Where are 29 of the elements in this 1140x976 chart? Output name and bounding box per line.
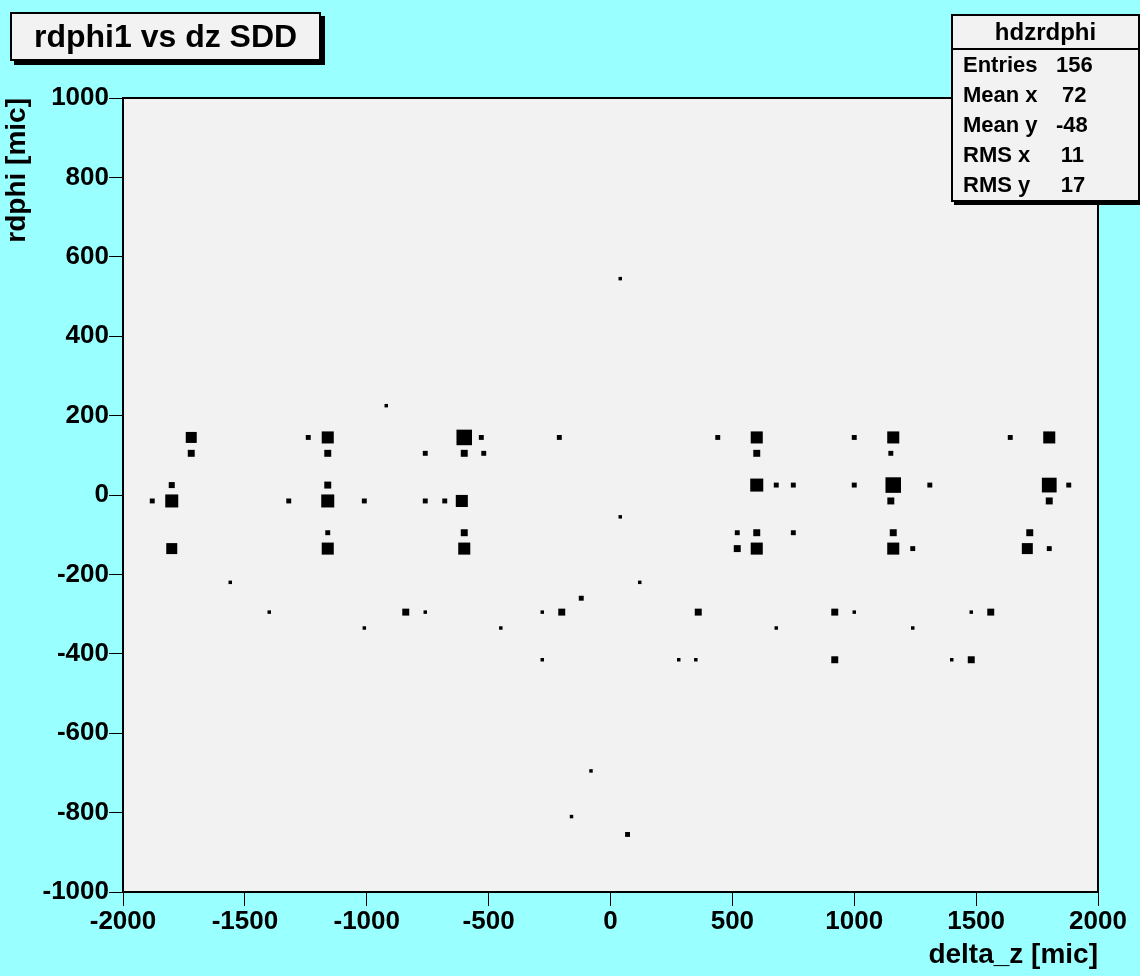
annotation: Mean x 72	[962, 81, 1088, 109]
x-tick-label: 2000	[1069, 904, 1127, 935]
y-tick-label: -600	[56, 716, 109, 747]
y-tick-label: 200	[65, 398, 109, 429]
y-axis-title: rdphi [mic]	[0, 98, 31, 243]
x-tick-label: -1500	[211, 904, 279, 935]
x-tick-label: 500	[710, 904, 755, 935]
y-tick-label: 1000	[51, 81, 109, 112]
text: Entries 156	[962, 51, 1094, 79]
y-tick-label: 0	[94, 478, 109, 509]
text: hdzrdphi	[953, 16, 1138, 50]
x-tick-label: 0	[603, 904, 618, 935]
x-tick-label: -2000	[89, 904, 157, 935]
y-tick-label: 400	[65, 319, 109, 350]
chart-title: rdphi1 vs dz SDD	[10, 12, 322, 61]
annotation: RMS x 11	[962, 141, 1086, 169]
annotation: Mean y -48	[962, 111, 1089, 139]
x-axis-title: delta_z [mic]	[928, 937, 1098, 969]
y-tick-label: -1000	[42, 875, 109, 906]
y-tick-label: 800	[65, 160, 109, 191]
x-tick-label: -500	[462, 904, 515, 935]
x-tick-label: 1000	[825, 904, 884, 935]
y-tick-label: -400	[56, 636, 109, 667]
x-tick-label: -1000	[333, 904, 400, 935]
annotation: RMS y 17	[962, 171, 1087, 199]
x-tick-label: 1500	[947, 904, 1006, 935]
y-tick-label: -800	[56, 795, 109, 826]
y-tick-label: 600	[65, 239, 109, 270]
y-tick-label: -200	[56, 557, 109, 588]
